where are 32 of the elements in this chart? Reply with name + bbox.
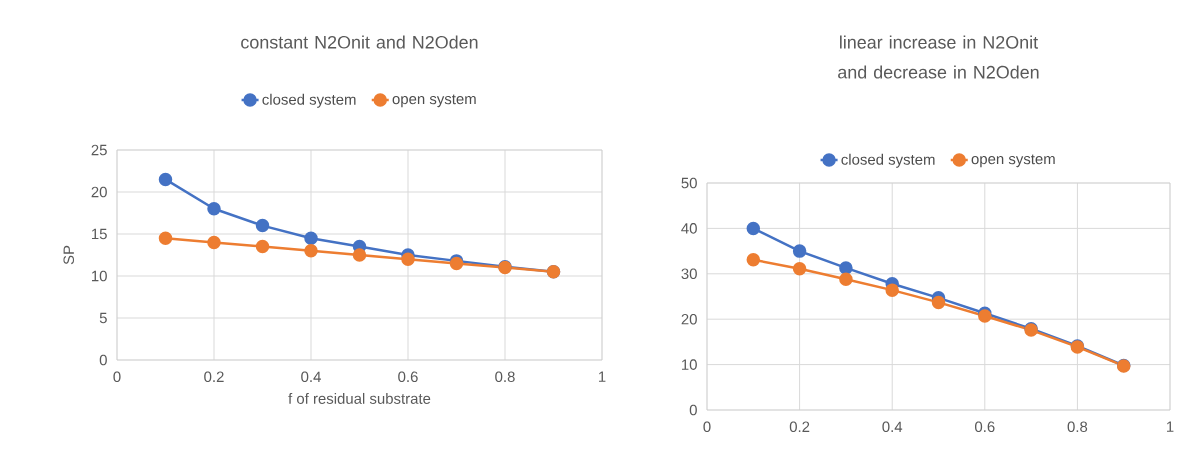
x-tick-label: 0.8: [495, 371, 515, 383]
y-tick-label: 30: [681, 268, 697, 280]
y-tick-label: 25: [91, 144, 107, 156]
x-tick-label: 0.8: [1067, 421, 1088, 433]
x-tick-label: 0.6: [398, 371, 418, 383]
legend-label: closed system: [262, 93, 356, 108]
x-axis-title: f of residual substrate: [288, 392, 431, 404]
chart-title: linear increase in N2Onit and decrease in N2Oden: [838, 35, 1039, 79]
x-tick-label: 0.2: [789, 421, 810, 433]
x-tick-label: 0.2: [204, 371, 224, 383]
x-tick-label: 1: [1167, 421, 1174, 432]
x-tick-label: 0.4: [301, 371, 321, 383]
chart-title: constant N2Onit and N2Oden: [241, 35, 478, 49]
y-axis-title: SP: [63, 245, 75, 265]
y-tick-label: 40: [681, 223, 697, 234]
legend-label: closed system: [841, 153, 935, 168]
y-tick-label: 15: [92, 228, 107, 240]
y-tick-label: 10: [92, 270, 107, 282]
y-tick-label: 20: [91, 186, 107, 198]
legend-label: open system: [392, 94, 476, 108]
legend-label: open system: [971, 154, 1055, 168]
x-tick-label: 0: [113, 371, 121, 383]
x-tick-label: 0.6: [975, 421, 995, 433]
y-tick-label: 0: [99, 354, 107, 366]
y-tick-label: 20: [681, 313, 697, 325]
y-tick-label: 0: [689, 404, 697, 416]
x-tick-label: 0.4: [882, 421, 903, 433]
x-tick-label: 0: [703, 421, 711, 433]
y-tick-label: 10: [682, 359, 697, 370]
y-tick-label: 5: [99, 312, 107, 324]
y-tick-label: 50: [681, 177, 697, 189]
x-tick-label: 1: [598, 371, 606, 382]
